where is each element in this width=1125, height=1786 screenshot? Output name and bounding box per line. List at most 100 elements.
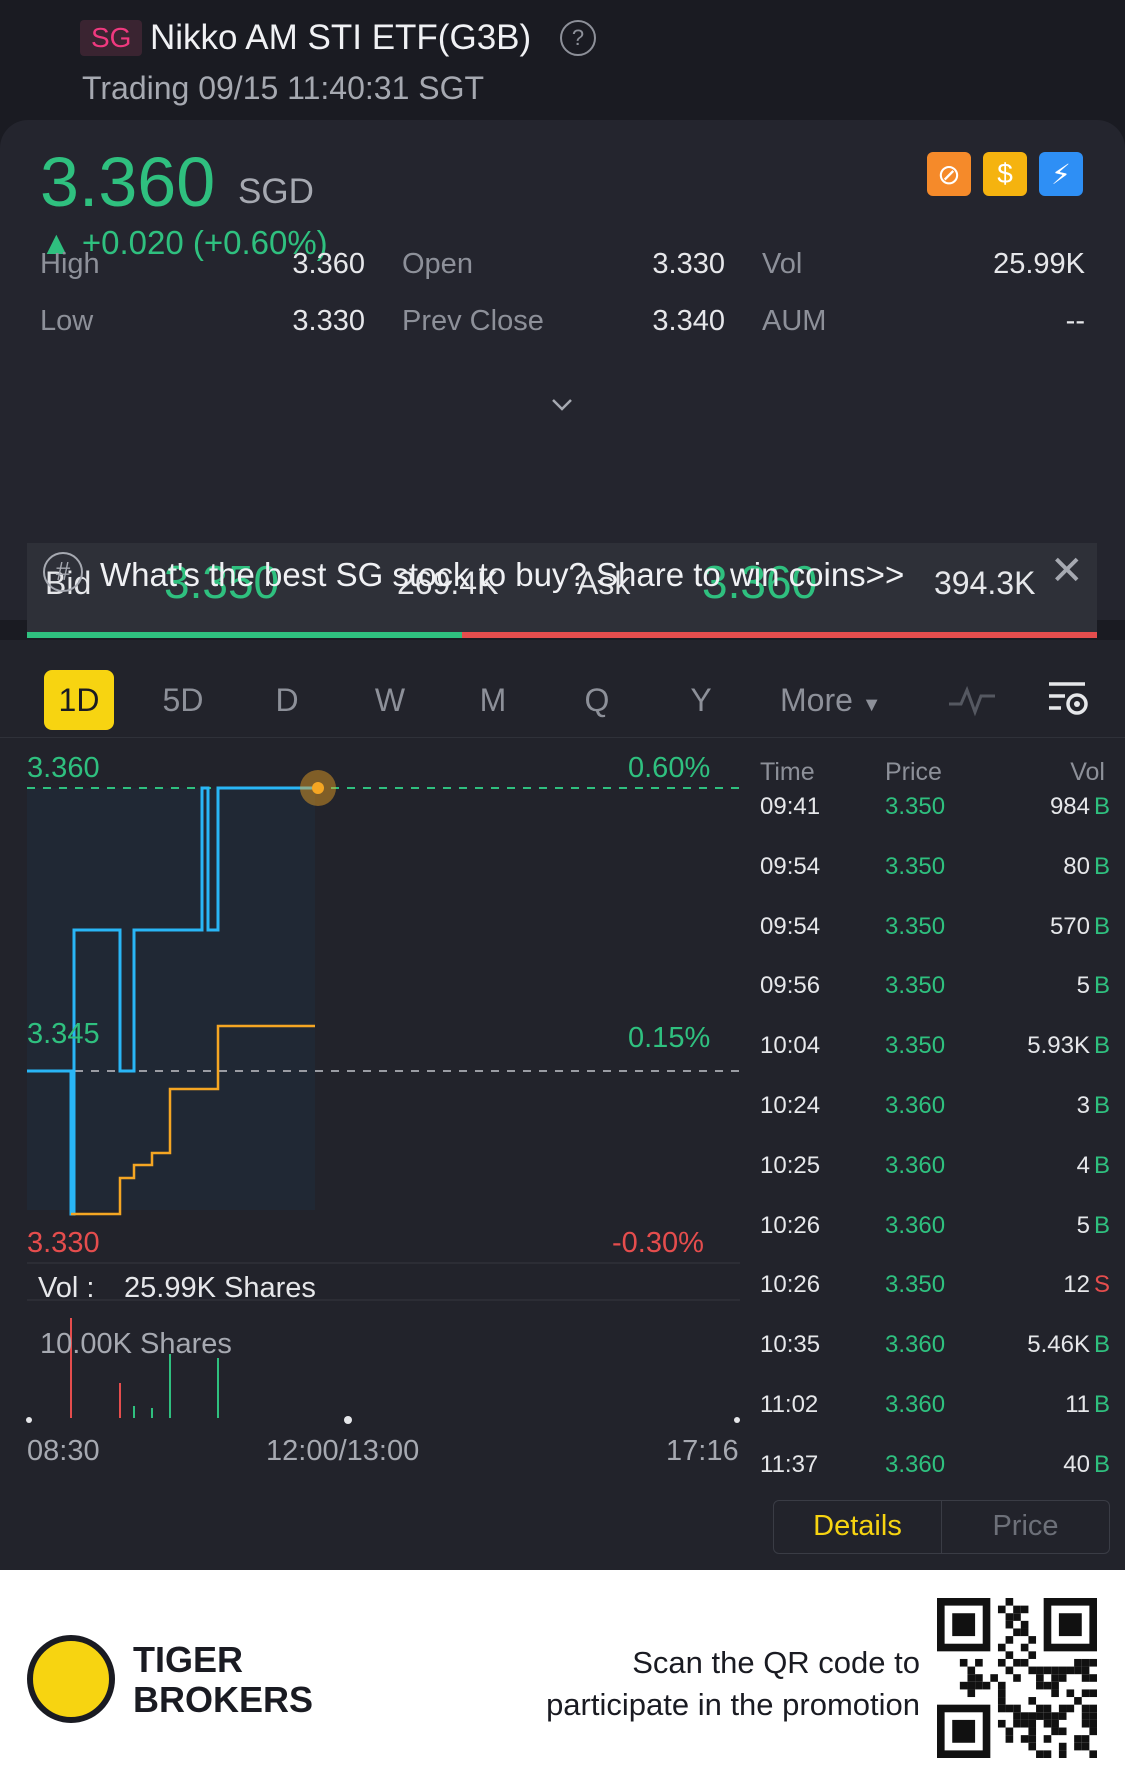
trade-price: 3.360 <box>885 1391 946 1418</box>
chart-settings-icon[interactable] <box>1045 676 1091 722</box>
tab-q[interactable]: Q <box>584 682 610 718</box>
qr-code[interactable] <box>937 1598 1097 1758</box>
tab-more-label: More <box>780 682 853 718</box>
trade-volume: 5.93K <box>1027 1032 1090 1060</box>
promo-text[interactable]: What's the best SG stock to buy? Share t… <box>100 556 905 593</box>
trade-row: 10:24 3.360 3 B <box>755 1092 1110 1132</box>
tab-y[interactable]: Y <box>690 682 712 718</box>
trade-side: B <box>1093 1151 1110 1179</box>
tab-w[interactable]: W <box>374 682 406 718</box>
trade-price: 3.350 <box>885 912 946 940</box>
trading-status: Trading 09/15 11:40:31 SGT <box>82 70 485 106</box>
chevron-down-icon[interactable] <box>550 393 574 417</box>
trade-side: B <box>1093 1450 1110 1478</box>
trade-row: 11:02 3.360 11 B <box>755 1391 1110 1431</box>
badges: ⊘ $ ⚡ <box>927 152 1083 196</box>
trade-row: 09:54 3.350 570 B <box>755 913 1110 953</box>
trade-side: B <box>1093 972 1110 1000</box>
trade-time: 09:56 <box>760 972 821 1000</box>
trade-row: 10:26 3.360 5 B <box>755 1212 1110 1252</box>
col-vol: Vol <box>1070 758 1105 786</box>
tab-5d[interactable]: 5D <box>162 682 204 718</box>
trade-side: B <box>1093 793 1110 820</box>
trade-volume: 984 <box>1049 793 1090 820</box>
price-tab[interactable]: Price <box>992 1510 1059 1542</box>
tab-d[interactable]: D <box>275 682 299 718</box>
stats-row-2: Low 3.330 Prev Close 3.340 AUM -- <box>40 305 1085 349</box>
trade-price: 3.350 <box>885 1032 946 1060</box>
caret-down-icon: ▼ <box>861 694 882 716</box>
low-label: Low <box>40 305 94 337</box>
price-change: ▲ +0.020 (+0.60%) <box>40 224 328 261</box>
trade-side: B <box>1093 852 1110 880</box>
trade-row: 09:54 3.350 80 B <box>755 853 1110 893</box>
help-icon[interactable]: ? <box>560 20 596 56</box>
tiger-logo <box>27 1635 115 1723</box>
brand-name: TIGER BROKERS <box>133 1640 313 1720</box>
trade-row: 10:04 3.350 5.93K B <box>755 1032 1110 1072</box>
trade-volume: 570 <box>1049 912 1090 940</box>
stock-title[interactable]: Nikko AM STI ETF(G3B) <box>150 18 532 57</box>
trade-price: 3.350 <box>885 793 946 820</box>
bid-strength-bar <box>27 632 462 638</box>
hashtag-icon: # <box>43 552 83 592</box>
bid-price: 3.350 <box>164 556 280 608</box>
trade-time: 09:41 <box>760 793 821 820</box>
y-label-mid: 3.345 <box>27 1018 100 1050</box>
period-tabs: 1D 5D D W M Q Y More ▼ <box>0 640 1125 738</box>
stats-row-1: High 3.360 Open 3.330 Vol 25.99K <box>40 248 1085 292</box>
bid-size: 269.4K <box>397 565 499 601</box>
pct-label-mid: 0.15% <box>628 1022 711 1054</box>
level-one-icon[interactable]: ⚡ <box>1039 152 1083 196</box>
dividend-icon[interactable]: $ <box>983 152 1027 196</box>
trade-price: 3.360 <box>885 1450 946 1478</box>
prev-close-label: Prev Close <box>402 305 544 337</box>
tab-1d[interactable]: 1D <box>44 670 114 730</box>
tab-more[interactable]: More ▼ <box>780 670 882 730</box>
trade-side: S <box>1093 1271 1110 1299</box>
pct-label-bottom: -0.30% <box>612 1227 704 1259</box>
trade-price: 3.360 <box>885 1211 946 1239</box>
brand-line-2: BROKERS <box>133 1679 314 1720</box>
details-tab[interactable]: Details <box>774 1501 942 1553</box>
trade-row: 10:35 3.360 5.46K B <box>755 1331 1110 1371</box>
trade-time: 10:25 <box>760 1151 821 1179</box>
trade-volume: 40 <box>1063 1450 1090 1478</box>
pct-label-top: 0.60% <box>628 752 711 784</box>
scan-line-2: participate in the promotion <box>546 1687 920 1722</box>
indicator-icon[interactable] <box>947 682 997 718</box>
x-tick-mid <box>344 1416 352 1424</box>
trade-volume: 4 <box>1076 1151 1090 1179</box>
ask-strength-bar <box>462 632 1097 638</box>
tab-m[interactable]: M <box>479 682 507 718</box>
trade-row: 10:26 3.350 12 S <box>755 1271 1110 1311</box>
trade-time: 09:54 <box>760 912 821 940</box>
x-label-start: 08:30 <box>27 1435 100 1467</box>
ask-size: 394.3K <box>934 565 1036 601</box>
aum-label: AUM <box>762 305 827 337</box>
col-price: Price <box>885 758 942 786</box>
open-label: Open <box>402 248 473 280</box>
trade-volume: 5 <box>1076 972 1090 1000</box>
header: SG Nikko AM STI ETF(G3B) ? Trading 09/15… <box>0 0 1125 122</box>
trade-volume: 80 <box>1063 852 1090 880</box>
average-price-line <box>71 1024 315 1216</box>
no-short-icon[interactable]: ⊘ <box>927 152 971 196</box>
close-icon[interactable]: ✕ <box>1050 549 1084 593</box>
bid-ask-bar: Bid 3.350 269.4K Ask 3.360 394.3K <box>27 543 1097 638</box>
trade-volume: 11 <box>1065 1391 1090 1418</box>
vol-scale-label: 10.00K Shares <box>40 1328 232 1360</box>
trade-price: 3.360 <box>885 1151 946 1179</box>
open-value: 3.330 <box>652 248 725 280</box>
trade-price: 3.350 <box>885 972 946 1000</box>
trade-row: 11:37 3.360 40 B <box>755 1451 1110 1491</box>
ask-label: Ask <box>577 565 631 601</box>
vol-shares: 25.99K Shares <box>124 1272 316 1304</box>
promo-banner[interactable]: # What's the best SG stock to buy? Share… <box>0 530 1125 620</box>
exchange-tag: SG <box>80 20 143 56</box>
x-label-mid: 12:00/13:00 <box>266 1435 420 1467</box>
quote-panel: 3.360 SGD ▲ +0.020 (+0.60%) ⊘ $ ⚡ High 3… <box>0 120 1125 638</box>
intraday-chart[interactable] <box>0 738 740 1570</box>
current-price-dot <box>312 782 324 794</box>
ask-price: 3.360 <box>702 556 818 608</box>
